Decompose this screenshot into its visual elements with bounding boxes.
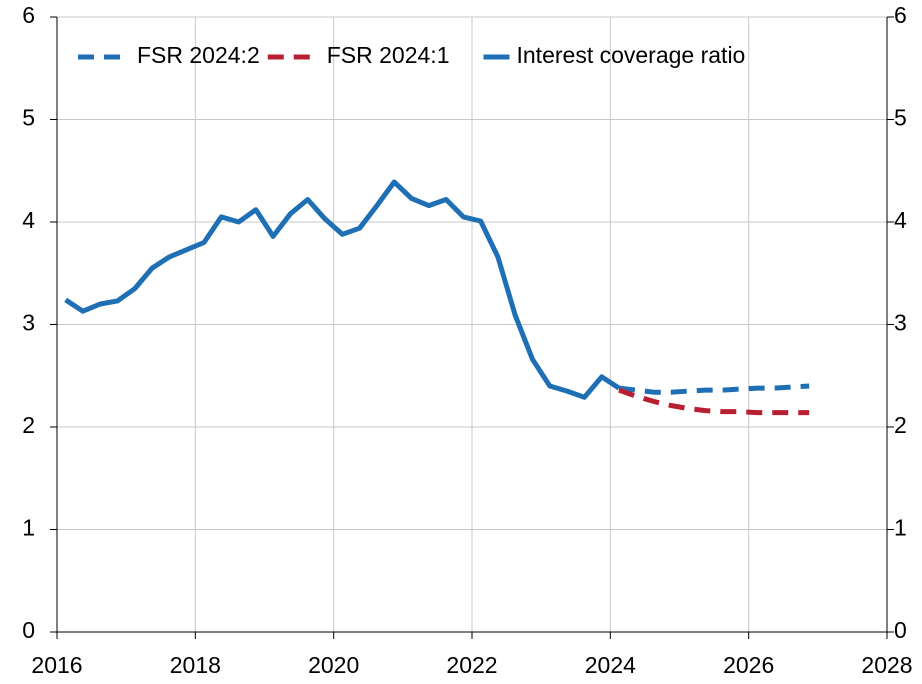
y2-tick-label: 1 bbox=[894, 515, 907, 541]
legend-label: FSR 2024:1 bbox=[327, 42, 450, 68]
legend-label: Interest coverage ratio bbox=[517, 42, 746, 68]
y-tick-label: 2 bbox=[22, 412, 35, 438]
y2-tick-label: 6 bbox=[894, 2, 907, 28]
series-line bbox=[618, 387, 810, 416]
x-tick-label: 2018 bbox=[170, 652, 221, 678]
y-tick-label: 1 bbox=[22, 515, 35, 541]
y-tick-label: 6 bbox=[22, 2, 35, 28]
legend-label: FSR 2024:2 bbox=[137, 42, 260, 68]
y2-tick-label: 4 bbox=[894, 207, 907, 233]
y2-tick-label: 0 bbox=[894, 617, 907, 643]
y2-tick-label: 3 bbox=[894, 310, 907, 336]
x-tick-label: 2026 bbox=[723, 652, 774, 678]
x-tick-label: 2024 bbox=[585, 652, 636, 678]
y-tick-label: 4 bbox=[22, 207, 35, 233]
x-tick-label: 2020 bbox=[308, 652, 359, 678]
x-tick-label: 2028 bbox=[861, 652, 912, 678]
series-line bbox=[618, 383, 810, 395]
y-tick-label: 5 bbox=[22, 105, 35, 131]
series-line bbox=[64, 179, 621, 400]
y-tick-label: 0 bbox=[22, 617, 35, 643]
y2-tick-label: 5 bbox=[894, 105, 907, 131]
x-tick-label: 2016 bbox=[31, 652, 82, 678]
x-tick-label: 2022 bbox=[446, 652, 497, 678]
y-tick-label: 3 bbox=[22, 310, 35, 336]
y2-tick-label: 2 bbox=[894, 412, 907, 438]
